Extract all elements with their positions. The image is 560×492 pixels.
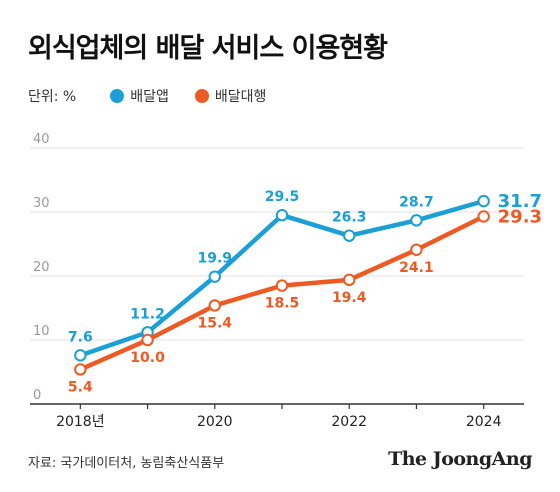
y-tick-label-20: 20 (33, 260, 50, 275)
unit-label: 단위: % (28, 89, 77, 105)
data-point-0-2024 (477, 194, 490, 208)
source-note: 자료: 국가데이터처, 농림축산식품부 (28, 456, 225, 471)
legend-swatch-app (110, 89, 125, 103)
data-point-1-2021 (275, 279, 289, 292)
data-point-1-2019 (141, 333, 154, 347)
data-point-1-2024 (477, 210, 490, 223)
data-label-1-2019: 10.0 (130, 350, 165, 366)
data-label-1-2018: 5.4 (68, 379, 93, 395)
y-tick-label-0: 0 (33, 388, 41, 403)
data-label-1-2022: 19.4 (332, 290, 367, 306)
brand-logo: The JoongAng (388, 448, 532, 470)
data-point-1-2018 (74, 363, 87, 376)
data-label-0-2021: 29.5 (265, 189, 300, 205)
x-tick-label-2024: 2024 (466, 414, 502, 430)
data-point-1-2020 (208, 299, 221, 312)
x-tick-label-2020: 2020 (197, 414, 233, 430)
data-label-0-2024: 31.7 (498, 191, 542, 212)
data-label-1-2020: 15.4 (198, 315, 233, 331)
data-point-0-2021 (275, 209, 289, 222)
legend: 단위: % 배달앱 배달대행 (28, 86, 292, 106)
legend-label-agency: 배달대행 (214, 89, 267, 105)
y-tick-label-40: 40 (33, 132, 50, 147)
data-label-1-2024: 29.3 (498, 206, 542, 227)
data-label-0-2020: 19.9 (198, 251, 233, 267)
data-point-0-2020 (208, 270, 221, 283)
series-line-1 (78, 214, 486, 372)
data-label-0-2019: 11.2 (130, 306, 165, 322)
data-point-0-2022 (343, 229, 356, 242)
series-line-0 (78, 198, 486, 358)
legend-item-agency: 배달대행 (194, 86, 267, 106)
legend-swatch-agency (194, 89, 209, 103)
legend-item-app: 배달앱 (110, 86, 169, 106)
x-tick-label-2022: 2022 (331, 414, 367, 430)
data-label-0-2018: 7.6 (68, 329, 93, 345)
data-point-0-2023 (410, 214, 423, 227)
data-label-0-2023: 28.7 (399, 194, 434, 210)
data-point-1-2022 (343, 273, 356, 287)
y-tick-label-30: 30 (33, 196, 50, 211)
data-label-1-2021: 18.5 (265, 296, 300, 312)
data-point-0-2018 (74, 349, 87, 362)
x-tick-label-2018: 2018년 (56, 414, 105, 430)
data-label-1-2023: 24.1 (399, 260, 434, 276)
legend-label-app: 배달앱 (130, 89, 169, 105)
y-tick-label-10: 10 (33, 324, 50, 339)
chart-title: 외식업체의 배달 서비스 이용현황 (28, 33, 388, 64)
data-label-0-2022: 26.3 (332, 210, 367, 226)
data-point-1-2023 (410, 243, 423, 256)
